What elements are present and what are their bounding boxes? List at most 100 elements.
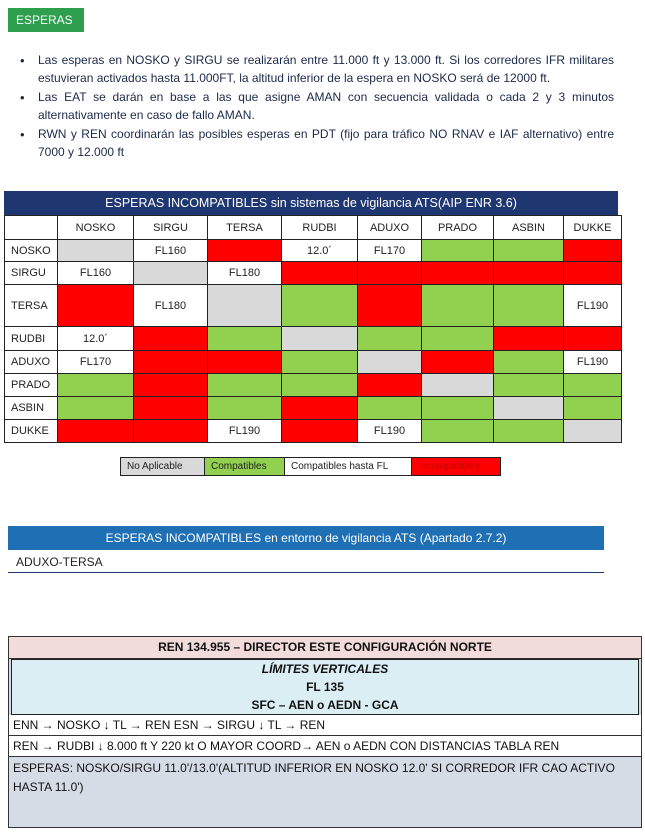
grid-row: TERSA FL180 FL190 <box>4 284 622 327</box>
grid-cell <box>281 350 358 374</box>
ats-section-title: ESPERAS INCOMPATIBLES en entorno de vigi… <box>8 526 604 550</box>
grid-cell <box>421 350 494 374</box>
grid-cell <box>207 284 282 327</box>
grid-legend: No Aplicable Compatibles Compatibles has… <box>120 457 501 476</box>
grid-cell <box>281 419 358 443</box>
grid-cell <box>421 239 494 262</box>
grid-cell <box>133 326 208 351</box>
grid-corner <box>4 215 58 240</box>
grid-cell <box>57 284 134 327</box>
grid-cell: FL190 <box>563 350 622 374</box>
bullet-list: Las esperas en NOSKO y SIRGU se realizar… <box>16 52 614 163</box>
grid-cell <box>357 350 422 374</box>
legend-no-aplicable: No Aplicable <box>121 458 205 475</box>
grid-cell <box>421 261 494 285</box>
grid-cell <box>563 239 622 262</box>
grid-cell <box>57 239 134 262</box>
grid-cell <box>281 396 358 420</box>
grid-column-header: SIRGU <box>133 215 208 240</box>
grid-cell <box>421 373 494 397</box>
grid-cell: FL160 <box>57 261 134 285</box>
grid-cell <box>563 396 622 420</box>
grid-cell <box>563 373 622 397</box>
grid-cell: FL160 <box>133 239 208 262</box>
ren-director-box: REN 134.955 – DIRECTOR ESTE CONFIGURACIÓ… <box>8 636 642 828</box>
grid-cell <box>57 396 134 420</box>
vertical-limits-block: LÍMITES VERTICALES FL 135 SFC – AEN o AE… <box>11 659 639 715</box>
grid-column-header: NOSKO <box>57 215 134 240</box>
grid-cell <box>563 326 622 351</box>
grid-cell <box>133 419 208 443</box>
vertical-limits-label: LÍMITES VERTICALES <box>261 662 389 676</box>
grid-row-header: PRADO <box>4 373 58 397</box>
grid-cell <box>421 326 494 351</box>
grid-row: DUKKE FL190 FL190 <box>4 419 622 443</box>
grid-cell <box>357 373 422 397</box>
grid-cell <box>357 396 422 420</box>
grid-cell <box>281 326 358 351</box>
grid-cell <box>207 326 282 351</box>
grid-column-header: RUDBI <box>281 215 358 240</box>
section-badge: ESPERAS <box>8 8 84 32</box>
bullet-item: RWN y REN coordinarán las posibles esper… <box>16 126 614 161</box>
grid-row: SIRGU FL160 FL180 <box>4 261 622 285</box>
grid-cell <box>493 350 564 374</box>
ren-route-line-1: ENN → NOSKO ↓ TL → REN ESN → SIRGU ↓ TL … <box>9 715 641 736</box>
ren-route-line-2: REN → RUDBI ↓ 8.000 ft Y 220 kt O MAYOR … <box>9 736 641 757</box>
grid-cell <box>421 396 494 420</box>
grid-cell <box>207 239 282 262</box>
ats-incompatible-item: ADUXO-TERSA <box>8 551 604 573</box>
grid-column-header: ASBIN <box>493 215 564 240</box>
grid-row: ADUXO FL170 FL190 <box>4 350 622 374</box>
grid-cell <box>133 261 208 285</box>
grid-row: RUDBI 12.0´ <box>4 326 622 351</box>
grid-row-header: ADUXO <box>4 350 58 374</box>
grid-cell: FL190 <box>563 284 622 327</box>
grid-row-header: NOSKO <box>4 239 58 262</box>
grid-row: PRADO <box>4 373 622 397</box>
grid-cell <box>57 419 134 443</box>
grid-cell <box>357 284 422 327</box>
grid-column-header: ADUXO <box>357 215 422 240</box>
grid-cell <box>281 261 358 285</box>
grid-cell <box>133 396 208 420</box>
grid-cell: FL170 <box>57 350 134 374</box>
grid-cell <box>207 373 282 397</box>
grid-row: NOSKO FL160 12.0´ FL170 <box>4 239 622 262</box>
grid-cell <box>57 373 134 397</box>
grid-cell <box>421 419 494 443</box>
grid-row-header: RUDBI <box>4 326 58 351</box>
grid-cell <box>357 261 422 285</box>
grid-cell <box>207 350 282 374</box>
ren-esperas-text: ESPERAS: NOSKO/SIRGU 11.0'/13.0'(ALTITUD… <box>13 761 615 794</box>
grid-row-header: SIRGU <box>4 261 58 285</box>
incompatibility-grid: NOSKO SIRGU TERSA RUDBI ADUXO PRADO ASBIN DUKKE… <box>4 215 622 443</box>
grid-cell <box>207 396 282 420</box>
grid-cell <box>563 261 622 285</box>
grid-cell <box>493 326 564 351</box>
grid-cell <box>493 239 564 262</box>
grid-column-header: DUKKE <box>563 215 622 240</box>
grid-cell <box>133 350 208 374</box>
legend-compatibles: Compatibles <box>205 458 285 475</box>
grid-cell <box>493 396 564 420</box>
bullet-item: Las esperas en NOSKO y SIRGU se realizar… <box>16 52 614 87</box>
legend-compatibles-hasta-fl: Compatibles hasta FL <box>285 458 412 475</box>
ren-title: REN 134.955 – DIRECTOR ESTE CONFIGURACIÓ… <box>9 637 641 659</box>
grid-column-header: TERSA <box>207 215 282 240</box>
grid-cell: 12.0´ <box>57 326 134 351</box>
grid-cell: FL170 <box>357 239 422 262</box>
vertical-limits-range: SFC – AEN o AEDN - GCA <box>251 698 399 712</box>
grid-column-header: PRADO <box>421 215 494 240</box>
bullet-item: Las EAT se darán en base a las que asign… <box>16 89 614 124</box>
grid-cell <box>357 326 422 351</box>
grid-cell: FL190 <box>207 419 282 443</box>
grid-cell <box>493 373 564 397</box>
grid-row-header: TERSA <box>4 284 58 327</box>
legend-incompatibles: Incompatibles <box>412 458 500 475</box>
incompatibility-grid-title: ESPERAS INCOMPATIBLES sin sistemas de vi… <box>4 191 618 215</box>
grid-cell <box>281 284 358 327</box>
grid-cell: FL190 <box>357 419 422 443</box>
grid-cell <box>563 419 622 443</box>
grid-cell: 12.0´ <box>281 239 358 262</box>
